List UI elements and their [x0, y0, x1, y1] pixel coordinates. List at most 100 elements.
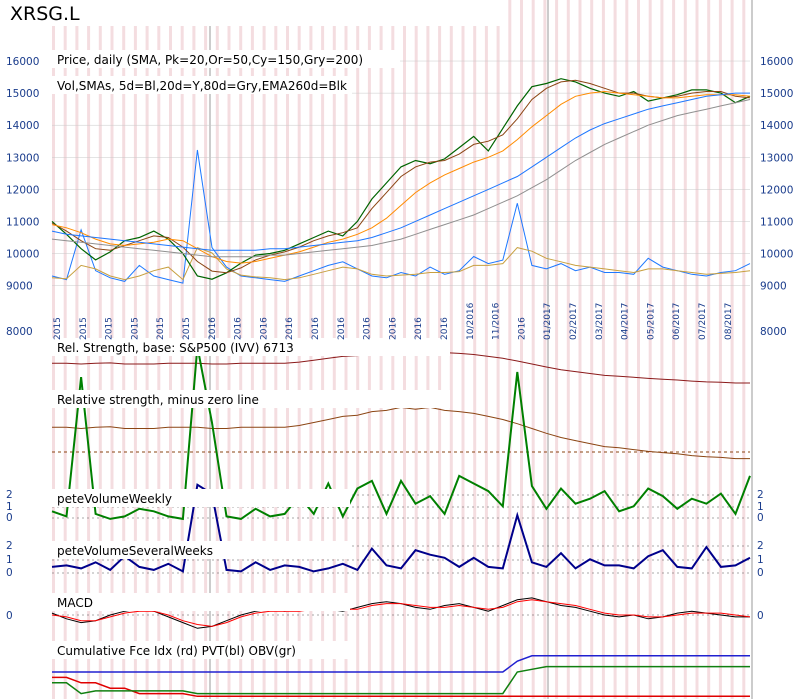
pete-tick-right: 1 [757, 501, 764, 513]
pete-several-line [51, 483, 751, 573]
date-label: 11/2016 [492, 302, 502, 340]
volume-line-1 [51, 246, 751, 281]
pete-weekly-panel-label: peteVolumeWeekly [57, 492, 172, 506]
date-label: 2016 [234, 317, 244, 340]
volume-panel-label: Vol,SMAs, 5d=Bl,20d=Y,80d=Gry,EMA260d=Bl… [57, 79, 347, 93]
vertical-band [531, 0, 535, 699]
date-label: 02/2017 [569, 303, 579, 340]
date-axis-labels: 2015 2015 2015 2015 2015 2015 2016 2016 2016 2016… [53, 302, 734, 340]
date-label: 2015 [130, 317, 140, 340]
vertical-band [484, 0, 488, 699]
vertical-band [707, 0, 711, 699]
vertical-band [648, 0, 652, 699]
date-label: 2016 [208, 317, 218, 340]
price-series-1 [51, 79, 751, 274]
date-label: 2016 [285, 317, 295, 340]
pete-tick-left: 2 [6, 489, 13, 501]
date-label: 06/2017 [672, 303, 682, 340]
price-tick-right: 10000 [760, 249, 793, 261]
price-tick-left: 14000 [6, 120, 39, 132]
pete-tick-left: 0 [6, 512, 13, 524]
volume-line-0 [51, 149, 751, 284]
vertical-band [718, 0, 722, 699]
rel-strength-panel-label: Rel. Strength, base: S&P500 (IVV) 6713 [57, 341, 294, 355]
vertical-band [660, 0, 664, 699]
date-label: 07/2017 [698, 303, 708, 340]
date-label: 05/2017 [646, 303, 656, 340]
date-label: 01/2017 [543, 303, 553, 340]
date-label: 2015 [79, 317, 89, 340]
pete-tick-left: 1 [6, 501, 13, 513]
price-series-3 [51, 92, 750, 251]
date-label: 04/2017 [621, 303, 631, 340]
vertical-band [461, 0, 465, 699]
vertical-band [473, 0, 477, 699]
vertical-band [613, 0, 617, 699]
price-tick-left: 16000 [6, 56, 39, 68]
axis-ticks: 16000 16000 15000 15000 14000 14000 13000 13000… [6, 56, 793, 622]
price-tick-right: 12000 [760, 184, 793, 196]
vertical-band [578, 0, 582, 699]
macd-signal-line [51, 599, 751, 627]
pete-tick-right: 2 [757, 489, 764, 501]
price-series-4 [51, 99, 751, 258]
vertical-band [625, 0, 629, 699]
price-panel-label: Price, daily (SMA, Pk=20,Or=50,Cy=150,Gr… [57, 53, 363, 67]
date-label: 2015 [182, 317, 192, 340]
cumulative-panel-label: Cumulative Fce Idx (rd) PVT(bl) OBV(gr) [57, 644, 296, 658]
date-label: 2015 [105, 317, 115, 340]
price-tick-right: 9000 [760, 281, 787, 293]
price-tick-left: 9000 [6, 281, 33, 293]
cumulative-series-1 [52, 655, 750, 673]
cumulative-series-0 [52, 676, 750, 698]
macd-panel-label: MACD [57, 596, 93, 610]
date-label: 2016 [414, 317, 424, 340]
ticker-title: XRSG.L [10, 3, 80, 25]
vertical-band [601, 0, 605, 699]
vertical-band [672, 0, 676, 699]
pete-weekly-line [51, 346, 751, 521]
macd-tick-left: 0 [6, 610, 13, 622]
price-tick-right: 14000 [760, 120, 793, 132]
macd-tick-right: 0 [757, 610, 764, 622]
vertical-band [742, 0, 746, 699]
vertical-band [590, 0, 594, 699]
date-label: 10/2016 [466, 302, 476, 340]
price-tick-left: 13000 [6, 152, 39, 164]
date-label: 2016 [337, 317, 347, 340]
plots [51, 78, 751, 698]
rel-strength-zero-panel-label: Relative strength, minus zero line [57, 393, 259, 407]
price-tick-left: 10000 [6, 249, 39, 261]
price-tick-left: 11000 [6, 216, 39, 228]
pete-tick-right: 1 [757, 554, 764, 566]
pete-several-panel-label: peteVolumeSeveralWeeks [57, 544, 213, 558]
pete-tick-left: 1 [6, 554, 13, 566]
date-label: 2016 [363, 317, 373, 340]
date-label: 03/2017 [595, 303, 605, 340]
vertical-band [508, 0, 512, 699]
vertical-band [637, 0, 640, 699]
date-label: 2015 [156, 317, 166, 340]
vertical-band [555, 0, 559, 699]
price-tick-right: 15000 [760, 88, 793, 100]
volume-tick-left: 8000 [6, 326, 33, 338]
vertical-band [496, 0, 500, 699]
date-label: 2016 [517, 317, 527, 340]
pete-tick-right: 0 [757, 567, 764, 579]
vertical-band [566, 0, 570, 699]
date-label: 2016 [388, 317, 398, 340]
pete-tick-left: 2 [6, 540, 13, 552]
cumulative-series-2 [52, 665, 750, 695]
price-tick-right: 16000 [760, 56, 793, 68]
vertical-band [683, 0, 687, 699]
price-tick-left: 15000 [6, 88, 39, 100]
vertical-band [449, 0, 453, 699]
date-label: 2015 [53, 317, 63, 340]
price-tick-right: 13000 [760, 152, 793, 164]
pete-tick-left: 0 [6, 567, 13, 579]
date-label: 2016 [311, 317, 321, 340]
vertical-band [543, 0, 547, 699]
price-series-2 [51, 90, 751, 264]
date-label: 08/2017 [724, 303, 734, 340]
